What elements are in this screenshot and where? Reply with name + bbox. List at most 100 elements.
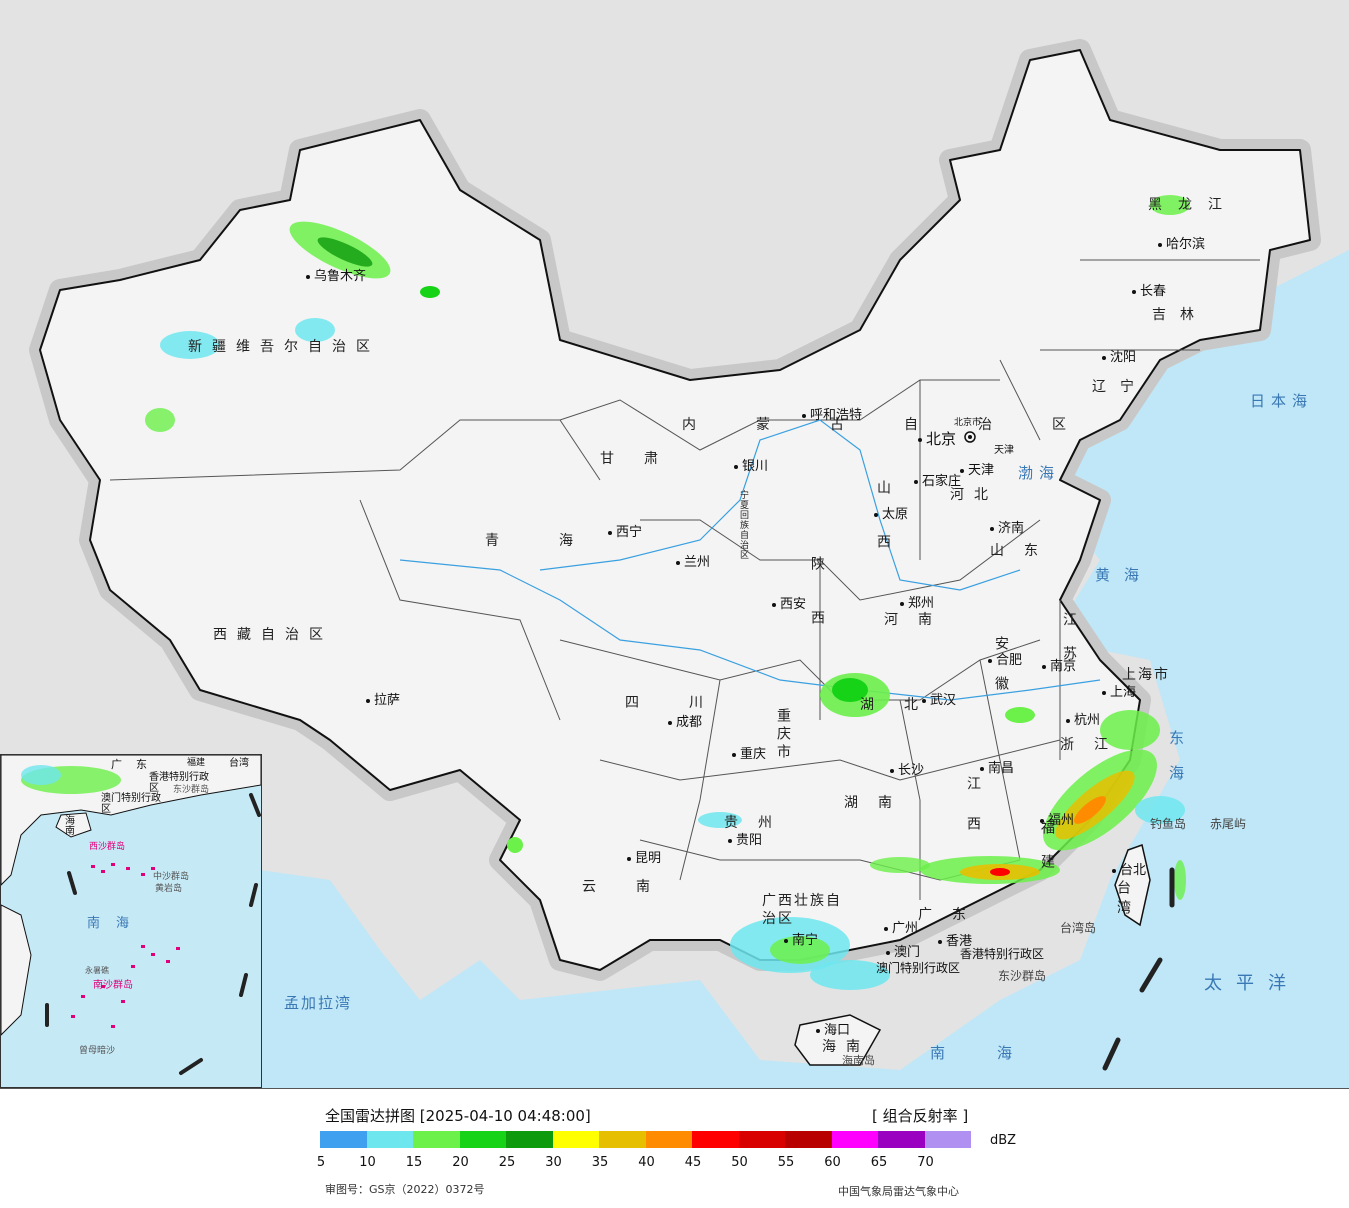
label-henan: 河南 xyxy=(884,612,952,628)
island-chiwei: 赤尾屿 xyxy=(1210,817,1247,831)
scale-tick-label: 50 xyxy=(731,1155,748,1170)
label-zhejiang: 浙江 xyxy=(1060,737,1128,753)
scale-tick-label: 15 xyxy=(405,1155,423,1170)
legend-unit: dBZ xyxy=(990,1133,1017,1148)
city-kunming: 昆明 xyxy=(627,852,661,865)
scale-tick-label: 20 xyxy=(452,1155,469,1170)
sea-japan: 日本海 xyxy=(1250,392,1314,410)
city-hangzhou: 杭州 xyxy=(1066,714,1100,727)
inset-label-zengmu: 曾母暗沙 xyxy=(79,1046,116,1056)
city-chongqing: 重庆 xyxy=(732,748,766,761)
scale-swatch xyxy=(878,1131,925,1148)
scale-tick-label: 55 xyxy=(777,1155,795,1170)
scale-tick-label: 5 xyxy=(316,1155,326,1170)
island-diaoyu: 钓鱼岛 xyxy=(1150,817,1187,831)
city-chengdu: 成都 xyxy=(668,716,702,729)
legend-product: [ 组合反射率 ] xyxy=(872,1107,969,1125)
scale-tick-label: 10 xyxy=(359,1155,376,1170)
scale-swatch xyxy=(552,1131,599,1148)
scale-swatch xyxy=(645,1131,692,1148)
city-xining: 西宁 xyxy=(608,526,642,539)
city-taipei: 台北 xyxy=(1112,864,1146,877)
city-hefei: 合肥 xyxy=(988,654,1022,667)
label-hubei: 湖北 xyxy=(860,697,948,713)
inset-label-macau: 澳门特别行政区 xyxy=(101,793,161,815)
label-xinjiang: 新疆维吾尔自治区 xyxy=(188,339,380,355)
label-shanghai: 上海市 xyxy=(1122,667,1170,683)
scale-swatch xyxy=(738,1131,785,1148)
map-approval-number: 审图号：GS京（2022）0372号 xyxy=(325,1183,485,1196)
label-ningxia: 宁夏回族自治区 xyxy=(738,490,748,560)
city-changsha: 长沙 xyxy=(890,764,924,777)
label-hunan: 湖南 xyxy=(844,795,912,811)
city-haikou: 海口 xyxy=(816,1024,850,1037)
label-hebei: 河北 xyxy=(950,487,998,503)
label-guangdong: 广东 xyxy=(918,907,986,923)
label-guizhou: 贵州 xyxy=(724,815,792,831)
city-shenyang: 沈阳 xyxy=(1102,351,1136,364)
city-tianjin: 天津 xyxy=(960,464,994,477)
label-anhui: 安徽 xyxy=(993,636,1009,716)
city-guangzhou: 广州 xyxy=(884,922,918,935)
capital-icon xyxy=(964,431,976,443)
sea-east: 东海 xyxy=(1167,730,1185,800)
scale-tick-label: 70 xyxy=(917,1155,934,1170)
city-beijing: 北京 xyxy=(918,432,956,447)
city-zhengzhou: 郑州 xyxy=(900,597,934,610)
label-shandong: 山东 xyxy=(990,543,1058,559)
label-hainan: 海南 xyxy=(822,1039,870,1055)
city-fuzhou: 福州 xyxy=(1040,814,1074,827)
credit-text: 中国气象局雷达气象中心 xyxy=(838,1185,959,1198)
city-hohhot: 呼和浩特 xyxy=(802,409,862,422)
sea-pacific: 太平洋 xyxy=(1204,973,1300,994)
china-map: 新疆维吾尔自治区 西藏自治区 青海 甘肃 内蒙古自治区 黑龙江 吉林 辽宁 河北… xyxy=(0,0,1349,1089)
label-tibet: 西藏自治区 xyxy=(213,627,333,643)
city-wuhan: 武汉 xyxy=(922,694,956,707)
inset-label-fujian: 福建 xyxy=(187,758,206,768)
island-hainan: 海南岛 xyxy=(842,1054,875,1067)
city-changchun: 长春 xyxy=(1132,285,1166,298)
label-beijing-municipality: 北京市 xyxy=(954,418,982,428)
inset-label-guangdong: 广东 xyxy=(111,758,161,771)
inset-label-taiwan: 台湾 xyxy=(229,758,249,769)
city-shanghai: 上海 xyxy=(1102,686,1136,699)
city-lhasa: 拉萨 xyxy=(366,694,400,707)
label-taiwan: 台湾 xyxy=(1115,880,1131,920)
city-harbin: 哈尔滨 xyxy=(1158,238,1205,251)
scale-swatch xyxy=(413,1131,460,1148)
scale-tick-label: 40 xyxy=(638,1155,655,1170)
city-guiyang: 贵阳 xyxy=(728,834,762,847)
label-heilongjiang: 黑龙江 xyxy=(1148,197,1238,213)
inset-label-zhongsha: 中沙群岛 xyxy=(153,872,190,882)
sea-bay-of-bengal: 孟加拉湾 xyxy=(284,994,353,1012)
legend-panel: 全国雷达拼图 [2025-04-10 04:48:00] [ 组合反射率 ] 5… xyxy=(0,1089,1349,1208)
label-shanxi: 山西 xyxy=(875,480,891,588)
inset-label-nansha: 南沙群岛 xyxy=(93,980,133,991)
inset-label-hongkong: 香港特别行政区 xyxy=(149,772,209,794)
scale-swatch xyxy=(831,1131,878,1148)
label-qinghai: 青海 xyxy=(485,533,633,549)
label-liaoning: 辽宁 xyxy=(1092,379,1148,395)
label-yunnan: 云南 xyxy=(582,879,690,895)
sea-area-west xyxy=(260,870,520,1088)
scale-tick-label: 35 xyxy=(591,1155,609,1170)
color-scale-bar xyxy=(320,1131,971,1148)
inset-label-south-china-sea: 南海 xyxy=(87,916,146,931)
label-jiangxi: 江西 xyxy=(965,776,981,856)
color-scale-ticks: 5 10 15 20 25 30 35 40 45 50 55 60 65 70 xyxy=(316,1155,940,1171)
city-nanjing: 南京 xyxy=(1042,660,1076,673)
sea-yellow: 黄海 xyxy=(1095,566,1154,584)
label-hongkong-sar: 香港特别行政区 xyxy=(960,947,1045,961)
city-shijiazhuang: 石家庄 xyxy=(914,475,961,488)
label-gansu: 甘肃 xyxy=(600,451,688,467)
label-chongqing: 重庆市 xyxy=(775,708,791,762)
boundary-dashes xyxy=(1102,867,1175,1071)
label-tianjin-municipality: 天津 xyxy=(994,445,1014,456)
label-inner-mongolia: 内蒙古自治区 xyxy=(682,417,1126,433)
scale-tick-label: 60 xyxy=(824,1155,841,1170)
scale-tick-label: 30 xyxy=(545,1155,562,1170)
sea-south-china: 南海 xyxy=(930,1044,1065,1062)
inset-label-hainan: 海南 xyxy=(65,816,75,837)
label-macau-sar: 澳门特别行政区 xyxy=(876,961,961,975)
